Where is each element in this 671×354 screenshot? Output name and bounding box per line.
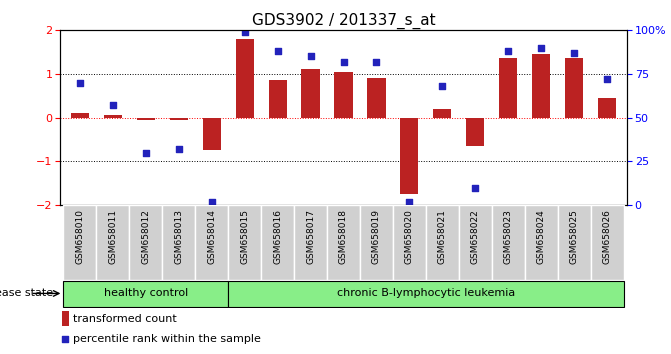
Bar [203, 118, 221, 150]
Bar [261, 205, 294, 280]
Point [140, 150, 151, 155]
Text: percentile rank within the sample: percentile rank within the sample [73, 334, 261, 344]
Text: healthy control: healthy control [103, 289, 188, 298]
Bar [294, 205, 327, 280]
Bar [360, 205, 393, 280]
Bar [532, 54, 550, 118]
Text: GSM658012: GSM658012 [141, 209, 150, 264]
Text: GSM658022: GSM658022 [471, 209, 480, 263]
Point [536, 45, 547, 50]
Point [206, 199, 217, 204]
Text: GSM658015: GSM658015 [240, 209, 249, 264]
Title: GDS3902 / 201337_s_at: GDS3902 / 201337_s_at [252, 12, 435, 29]
Bar [137, 118, 155, 120]
Bar [558, 205, 590, 280]
Bar [393, 205, 426, 280]
Point [74, 80, 85, 85]
Text: chronic B-lymphocytic leukemia: chronic B-lymphocytic leukemia [337, 289, 515, 298]
Bar [268, 80, 287, 118]
Bar [433, 109, 452, 118]
Text: GSM658014: GSM658014 [207, 209, 216, 264]
Bar [459, 205, 492, 280]
Point [602, 76, 613, 82]
Point [60, 336, 70, 342]
Text: GSM658021: GSM658021 [438, 209, 447, 264]
Bar [401, 118, 419, 194]
Bar [228, 281, 624, 307]
Bar [63, 205, 96, 280]
Bar [492, 205, 525, 280]
Bar [368, 78, 386, 118]
Point [173, 146, 184, 152]
Bar [228, 205, 261, 280]
Text: GSM658018: GSM658018 [339, 209, 348, 264]
Bar [62, 311, 69, 326]
Bar [236, 39, 254, 118]
Point [272, 48, 283, 54]
Bar [327, 205, 360, 280]
Bar [162, 205, 195, 280]
Text: GSM658025: GSM658025 [570, 209, 579, 264]
Bar [466, 118, 484, 146]
Bar [170, 118, 188, 120]
Text: transformed count: transformed count [73, 314, 177, 324]
Bar [96, 205, 130, 280]
Point [503, 48, 514, 54]
Point [437, 83, 448, 89]
Point [371, 59, 382, 64]
Text: GSM658013: GSM658013 [174, 209, 183, 264]
Text: GSM658019: GSM658019 [372, 209, 381, 264]
Bar [525, 205, 558, 280]
Bar [195, 205, 228, 280]
Point [240, 29, 250, 35]
Bar [130, 205, 162, 280]
Bar [301, 69, 319, 118]
Text: GSM658016: GSM658016 [273, 209, 282, 264]
Text: GSM658020: GSM658020 [405, 209, 414, 264]
Point [338, 59, 349, 64]
Bar [499, 58, 517, 118]
Text: GSM658010: GSM658010 [75, 209, 85, 264]
Point [404, 199, 415, 204]
Bar [565, 58, 583, 118]
Bar [598, 98, 616, 118]
Point [107, 102, 118, 108]
Text: GSM658024: GSM658024 [537, 209, 546, 263]
Bar [590, 205, 624, 280]
Point [470, 185, 480, 190]
Bar [104, 115, 122, 118]
Text: GSM658026: GSM658026 [603, 209, 612, 264]
Text: GSM658023: GSM658023 [504, 209, 513, 264]
Point [305, 53, 316, 59]
Text: GSM658011: GSM658011 [108, 209, 117, 264]
Bar [70, 113, 89, 118]
Text: GSM658017: GSM658017 [306, 209, 315, 264]
Bar [334, 72, 352, 118]
Point [569, 50, 580, 56]
Bar [63, 281, 228, 307]
Text: disease state: disease state [0, 289, 53, 298]
Bar [426, 205, 459, 280]
